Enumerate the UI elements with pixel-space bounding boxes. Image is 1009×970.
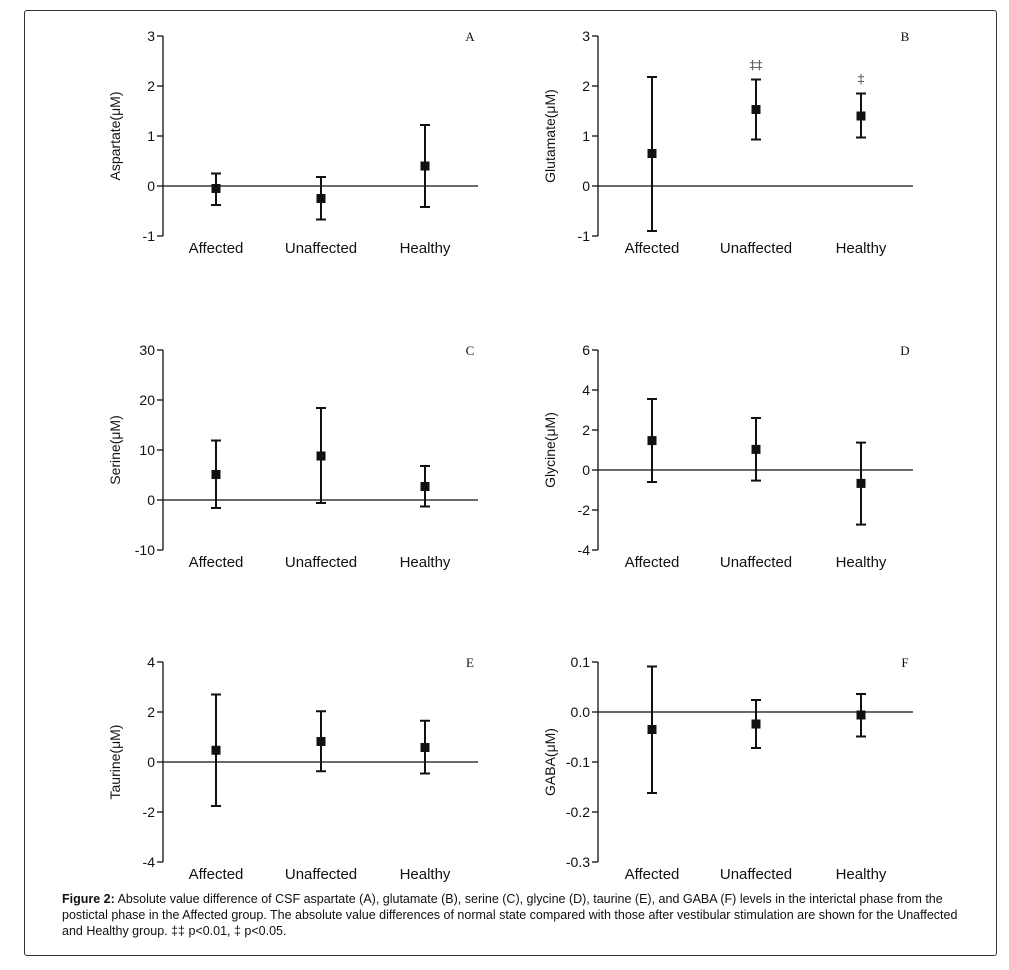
y-tick-label: 10 [139, 442, 155, 458]
y-axis-title: GABA(μM) [542, 728, 558, 796]
y-tick-label: 4 [147, 654, 155, 670]
panel-a: -1 0 1 2 3 Aspartate(μM) A Affected Unaffected He… [107, 28, 478, 257]
y-tick-label: -1 [578, 228, 591, 244]
significance-mark: ‡‡ [750, 57, 764, 72]
y-tick-label: -10 [135, 542, 155, 558]
x-category-label: Unaffected [720, 240, 792, 257]
y-tick-label: 0 [147, 754, 155, 770]
y-tick-label: 2 [147, 78, 155, 94]
y-tick-label: -0.2 [566, 804, 590, 820]
panel-c: -10 0 10 20 30 Serine(μM) C Affected Unaffected H… [107, 342, 478, 571]
y-tick-label: 20 [139, 392, 155, 408]
x-category-label: Affected [625, 240, 680, 257]
y-tick-label: 1 [582, 128, 590, 144]
data-point [420, 482, 430, 491]
panel-e: -4 -2 0 2 4 Taurine(μM) E Affected Unaffected Hea… [107, 654, 478, 883]
y-tick-label: 2 [147, 704, 155, 720]
y-tick-label: -1 [143, 228, 156, 244]
y-tick-label: 0 [147, 492, 155, 508]
y-tick-label: 4 [582, 382, 590, 398]
x-category-label: Affected [625, 866, 680, 883]
y-tick-label: 6 [582, 342, 590, 358]
x-category-label: Unaffected [720, 866, 792, 883]
panel-letter: C [466, 343, 475, 358]
y-tick-label: 0 [147, 178, 155, 194]
data-point [751, 444, 761, 454]
data-point [751, 719, 761, 729]
panel-letter: E [466, 655, 474, 670]
x-category-label: Unaffected [285, 866, 357, 883]
y-tick-label: -4 [143, 854, 156, 870]
data-point [211, 470, 221, 479]
data-point [211, 745, 221, 755]
panel-d: -4 -2 0 2 4 6 Glycine(μM) D Affected Unaffected He… [542, 342, 913, 571]
y-tick-label: 3 [582, 28, 590, 44]
caption-prefix: Figure 2: [62, 892, 115, 906]
x-category-label: Unaffected [285, 240, 357, 257]
x-category-label: Affected [189, 554, 244, 571]
data-point [316, 194, 326, 203]
y-tick-label: -0.3 [566, 854, 590, 870]
data-point [211, 184, 221, 193]
y-tick-label: 3 [147, 28, 155, 44]
data-point [420, 743, 430, 752]
y-axis-title: Aspartate(μM) [107, 92, 123, 181]
panel-b: -1 0 1 2 3 Glutamate(μM) B Affected ‡‡ Unaffected… [542, 28, 913, 257]
data-point [420, 161, 430, 171]
panel-letter: B [901, 29, 910, 44]
x-category-label: Unaffected [720, 554, 792, 571]
y-tick-label: -0.1 [566, 754, 590, 770]
data-point [856, 111, 866, 121]
panel-letter: A [465, 29, 475, 44]
y-axis-title: Taurine(μM) [107, 725, 123, 800]
data-point [647, 436, 657, 446]
y-tick-label: 0 [582, 462, 590, 478]
data-point [647, 149, 657, 158]
figure-caption: Figure 2: Absolute value difference of C… [62, 891, 972, 939]
x-category-label: Healthy [400, 240, 451, 257]
y-tick-label: 0.0 [571, 704, 591, 720]
x-category-label: Affected [189, 866, 244, 883]
y-tick-label: -2 [143, 804, 156, 820]
x-category-label: Healthy [836, 554, 887, 571]
x-category-label: Affected [625, 554, 680, 571]
significance-mark: ‡ [858, 71, 865, 86]
y-axis-title: Serine(μM) [107, 415, 123, 485]
x-category-label: Unaffected [285, 554, 357, 571]
data-point [856, 478, 866, 488]
x-category-label: Healthy [836, 866, 887, 883]
x-category-label: Affected [189, 240, 244, 257]
y-axis-title: Glutamate(μM) [542, 89, 558, 183]
panel-f: -0.3 -0.2 -0.1 0.0 0.1 GABA(μM) F Affected Unaff… [542, 654, 913, 883]
y-tick-label: -4 [578, 542, 591, 558]
data-point [316, 451, 326, 461]
x-category-label: Healthy [400, 554, 451, 571]
x-category-label: Healthy [836, 240, 887, 257]
y-tick-label: 30 [139, 342, 155, 358]
y-tick-label: -2 [578, 502, 591, 518]
x-category-label: Healthy [400, 866, 451, 883]
y-tick-label: 0 [582, 178, 590, 194]
figure-frame [24, 10, 997, 956]
caption-text: Absolute value difference of CSF asparta… [62, 892, 958, 938]
panel-letter: D [900, 343, 909, 358]
data-point [647, 725, 657, 734]
y-tick-label: 2 [582, 422, 590, 438]
y-tick-label: 2 [582, 78, 590, 94]
panel-letter: F [901, 655, 908, 670]
data-point [856, 710, 866, 720]
data-point [316, 737, 326, 746]
y-tick-label: 1 [147, 128, 155, 144]
data-point [751, 105, 761, 114]
y-axis-title: Glycine(μM) [542, 412, 558, 488]
y-tick-label: 0.1 [571, 654, 591, 670]
